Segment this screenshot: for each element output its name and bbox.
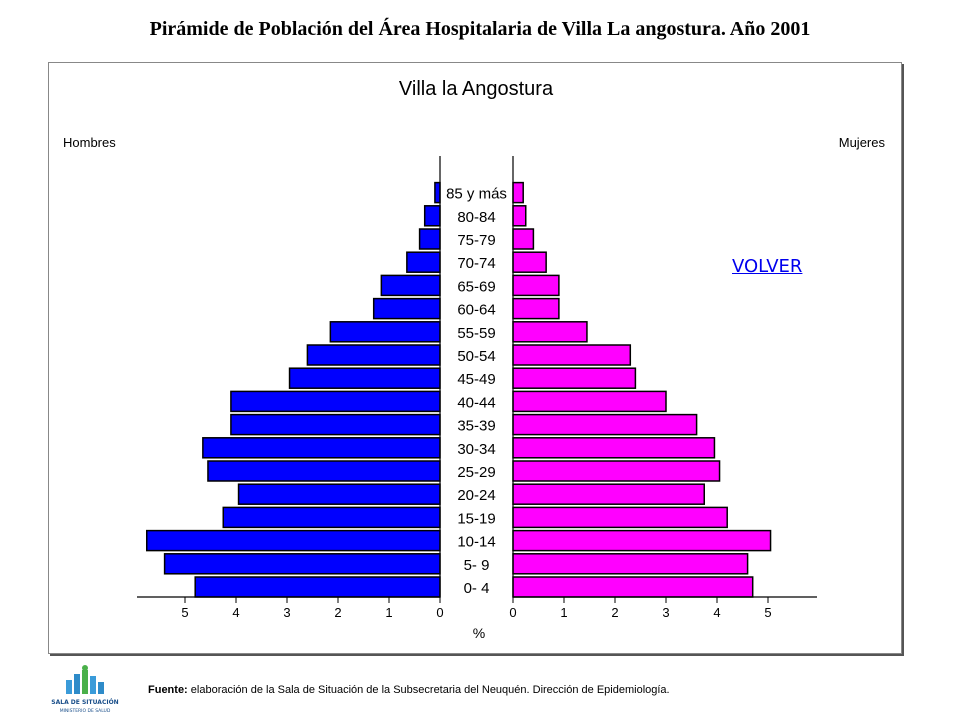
bar-mujeres-25-29 [512,460,721,482]
age-label-85ymás: 85 y más [446,186,507,203]
age-label-60-64: 60-64 [457,302,495,319]
left-tick-label-0: 0 [436,605,443,620]
bar-hombres-10-14 [146,529,441,552]
source-text: elaboración de la Sala de Situación de l… [187,684,670,696]
chart-canvas: Villa la Angostura Hombres Mujeres 0- 45… [63,78,886,641]
age-label-70-74: 70-74 [457,255,495,272]
bar-hombres-25-29 [207,460,441,482]
age-label-65-69: 65-69 [457,278,495,295]
left-tick-label-1: 1 [385,605,392,620]
left-tick-label-3: 3 [283,605,290,620]
bar-hombres-45-49 [288,367,441,389]
bar-hombres-60-64 [372,297,441,320]
bar-mujeres-15-19 [512,506,728,529]
bar-mujeres-50-54 [512,344,632,366]
bar-mujeres-45-49 [512,367,637,389]
right-tick-label-3: 3 [662,605,669,620]
bar-hombres-80-84 [423,205,441,227]
bar-mujeres-75-79 [512,228,535,250]
age-label-30-34: 30-34 [457,441,495,458]
left-tick-label-5: 5 [181,605,188,620]
age-label-5-9: 5- 9 [464,557,490,574]
bar-mujeres-30-34 [512,437,716,459]
bar-hombres-30-34 [202,437,441,459]
bar-mujeres-0-4 [512,576,754,598]
sala-de-situacion-logo: SALA DE SITUACIÓN MINISTERIO DE SALUD [51,665,119,714]
bar-mujeres-10-14 [512,529,772,552]
age-label-50-54: 50-54 [457,348,495,365]
volver-link[interactable]: VOLVER [732,256,803,277]
mujeres-bars [512,181,772,598]
hombres-bars [146,181,441,598]
age-group-labels: 0- 4 5- 9 10-14 15-19 20-24 25-29 30-34 35-39 40… [446,186,507,597]
right-tick-label-1: 1 [560,605,567,620]
bar-mujeres-85ymás [512,181,524,204]
bar-hombres-70-74 [406,251,441,273]
age-label-0-4: 0- 4 [464,580,490,597]
bar-mujeres-80-84 [512,205,527,227]
bar-hombres-5-9 [163,553,441,575]
age-label-55-59: 55-59 [457,325,495,342]
bar-mujeres-70-74 [512,251,547,273]
bar-hombres-15-19 [222,506,441,529]
age-label-10-14: 10-14 [457,534,495,551]
age-label-40-44: 40-44 [457,394,495,411]
bar-hombres-40-44 [230,390,441,413]
bar-mujeres-60-64 [512,297,560,320]
bar-mujeres-55-59 [512,321,588,343]
bar-hombres-65-69 [380,274,441,297]
source-label: Fuente: [148,684,188,696]
source-note: Fuente: elaboración de la Sala de Situac… [148,684,670,696]
bar-hombres-75-79 [418,228,441,250]
age-label-80-84: 80-84 [457,209,495,226]
axes: 5 4 3 2 1 0 0 1 2 3 4 5 [137,156,817,620]
age-label-75-79: 75-79 [457,232,495,249]
bar-mujeres-5-9 [512,553,749,575]
right-tick-label-2: 2 [611,605,618,620]
chart-title: Villa la Angostura [399,78,554,100]
left-tick-label-4: 4 [232,605,239,620]
bar-mujeres-65-69 [512,274,560,297]
right-tick-label-4: 4 [713,605,720,620]
bar-hombres-85ymás [434,181,441,204]
bar-mujeres-20-24 [512,483,705,505]
bar-hombres-55-59 [329,321,441,343]
logo-emblem-icon [66,665,104,694]
age-label-45-49: 45-49 [457,371,495,388]
bar-hombres-35-39 [230,413,441,436]
logo-line-2: MINISTERIO DE SALUD [60,708,111,714]
bar-hombres-20-24 [237,483,441,505]
logo-line-1: SALA DE SITUACIÓN [51,699,118,706]
bar-mujeres-40-44 [512,390,667,413]
left-tick-label-2: 2 [334,605,341,620]
hombres-label: Hombres [63,135,116,150]
age-label-25-29: 25-29 [457,464,495,481]
right-tick-label-5: 5 [764,605,771,620]
age-label-15-19: 15-19 [457,510,495,527]
page-title: Pirámide de Población del Área Hospitala… [149,18,811,40]
x-axis-label: % [473,625,485,641]
right-tick-label-0: 0 [509,605,516,620]
mujeres-label: Mujeres [839,135,886,150]
bar-hombres-0-4 [194,576,441,598]
bar-hombres-50-54 [306,344,441,366]
age-label-35-39: 35-39 [457,418,495,435]
bar-mujeres-35-39 [512,413,698,436]
age-label-20-24: 20-24 [457,487,495,504]
